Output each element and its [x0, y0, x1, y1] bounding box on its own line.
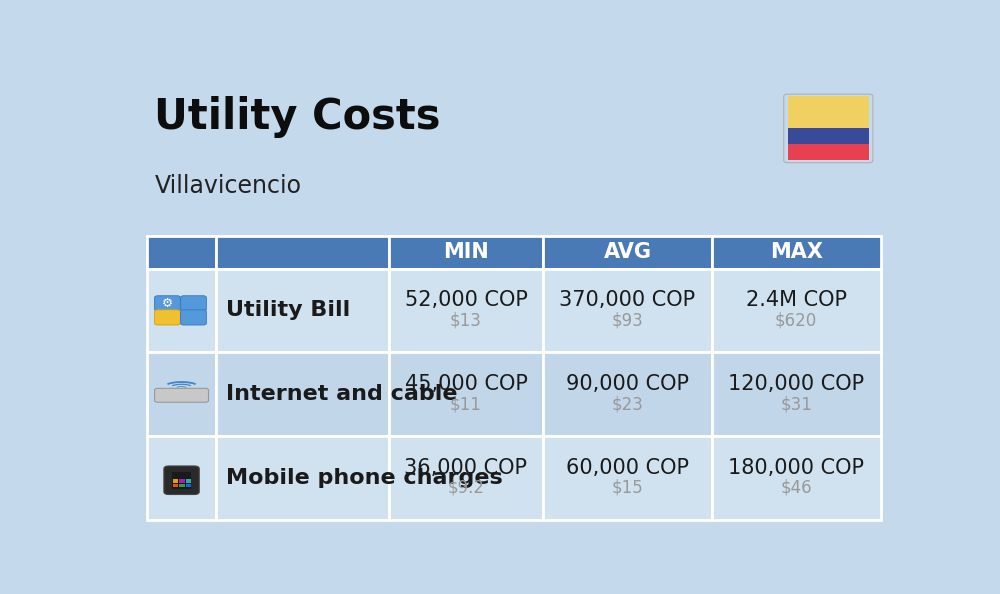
Bar — [712, 436, 881, 520]
Bar — [147, 436, 216, 520]
Bar — [147, 268, 216, 352]
Text: $620: $620 — [775, 311, 817, 330]
Text: 45,000 COP: 45,000 COP — [405, 374, 527, 394]
Bar — [179, 484, 185, 487]
Text: ⚙: ⚙ — [162, 297, 173, 310]
Bar — [389, 268, 543, 352]
Text: Mobile phone charges: Mobile phone charges — [226, 467, 502, 488]
FancyBboxPatch shape — [164, 466, 199, 495]
Text: 60,000 COP: 60,000 COP — [566, 457, 689, 478]
Text: 2.4M COP: 2.4M COP — [746, 290, 847, 310]
Bar — [543, 352, 712, 436]
Text: $13: $13 — [450, 311, 482, 330]
Bar — [712, 352, 881, 436]
Bar — [788, 144, 869, 160]
Bar — [712, 268, 881, 352]
Text: $93: $93 — [612, 311, 643, 330]
Text: Utility Costs: Utility Costs — [154, 96, 441, 138]
FancyBboxPatch shape — [155, 296, 180, 311]
Bar — [216, 352, 389, 436]
Text: 180,000 COP: 180,000 COP — [728, 457, 864, 478]
Text: $15: $15 — [612, 479, 643, 497]
Text: AVG: AVG — [603, 242, 651, 262]
FancyBboxPatch shape — [181, 310, 206, 325]
Text: 52,000 COP: 52,000 COP — [405, 290, 527, 310]
FancyBboxPatch shape — [181, 296, 206, 311]
Bar — [172, 472, 191, 489]
Text: 120,000 COP: 120,000 COP — [728, 374, 864, 394]
Text: 370,000 COP: 370,000 COP — [559, 290, 695, 310]
Bar — [389, 236, 543, 268]
Text: 36,000 COP: 36,000 COP — [404, 457, 527, 478]
Bar — [147, 352, 216, 436]
Bar — [389, 352, 543, 436]
FancyBboxPatch shape — [155, 310, 180, 325]
Text: $9.2: $9.2 — [447, 479, 484, 497]
Bar — [543, 268, 712, 352]
Text: MIN: MIN — [443, 242, 489, 262]
Bar — [216, 236, 389, 268]
Bar — [173, 479, 178, 483]
Bar — [173, 484, 178, 487]
Bar — [216, 268, 389, 352]
Bar — [543, 436, 712, 520]
Text: MAX: MAX — [770, 242, 823, 262]
Bar — [788, 96, 869, 128]
Text: Internet and cable: Internet and cable — [226, 384, 457, 404]
Bar — [543, 236, 712, 268]
Text: $11: $11 — [450, 395, 482, 413]
Text: $46: $46 — [780, 479, 812, 497]
Bar — [186, 479, 191, 483]
Bar — [147, 236, 216, 268]
FancyBboxPatch shape — [155, 388, 209, 402]
Bar — [179, 479, 185, 483]
Bar — [186, 484, 191, 487]
Bar — [216, 436, 389, 520]
Bar — [788, 128, 869, 144]
Bar — [712, 236, 881, 268]
Text: Utility Bill: Utility Bill — [226, 301, 350, 320]
Bar — [389, 436, 543, 520]
Text: $31: $31 — [780, 395, 812, 413]
Text: 90,000 COP: 90,000 COP — [566, 374, 689, 394]
Text: $23: $23 — [611, 395, 643, 413]
Text: Villavicencio: Villavicencio — [154, 174, 301, 198]
